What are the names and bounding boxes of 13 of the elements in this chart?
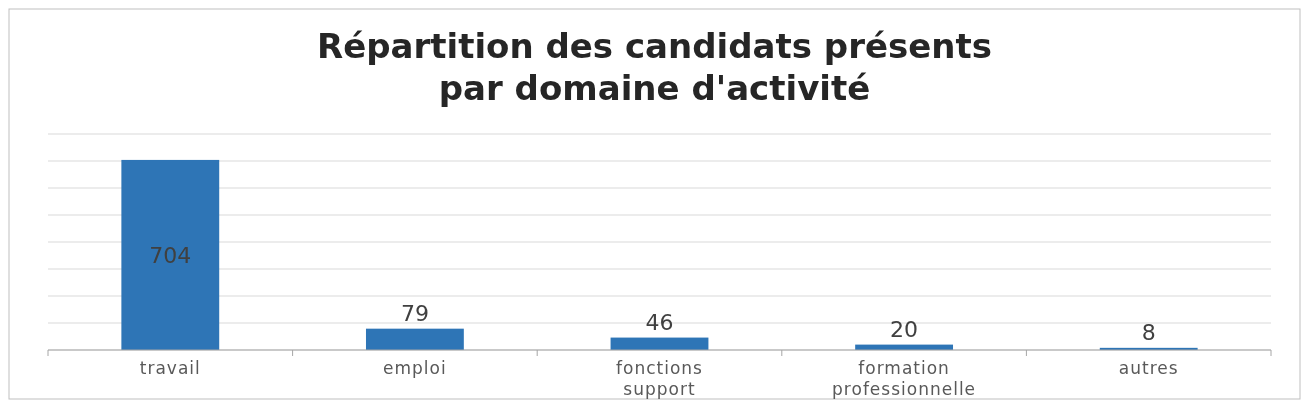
bar bbox=[365, 328, 464, 350]
bar bbox=[121, 159, 220, 350]
data-label: 8 bbox=[1141, 319, 1156, 345]
data-label: 704 bbox=[149, 242, 192, 268]
x-tick-label: travail bbox=[139, 358, 201, 378]
x-tick-label: emploi bbox=[383, 358, 447, 378]
data-label: 20 bbox=[890, 316, 919, 342]
x-tick-label: fonctions support bbox=[616, 358, 703, 399]
x-tick-label: formation professionnelle bbox=[832, 358, 977, 399]
x-tick-label: autres bbox=[1118, 358, 1179, 378]
chart-title: Répartition des candidats présents par domaine d'activité bbox=[316, 26, 993, 108]
data-label: 79 bbox=[400, 300, 429, 326]
data-label: 46 bbox=[645, 309, 674, 335]
